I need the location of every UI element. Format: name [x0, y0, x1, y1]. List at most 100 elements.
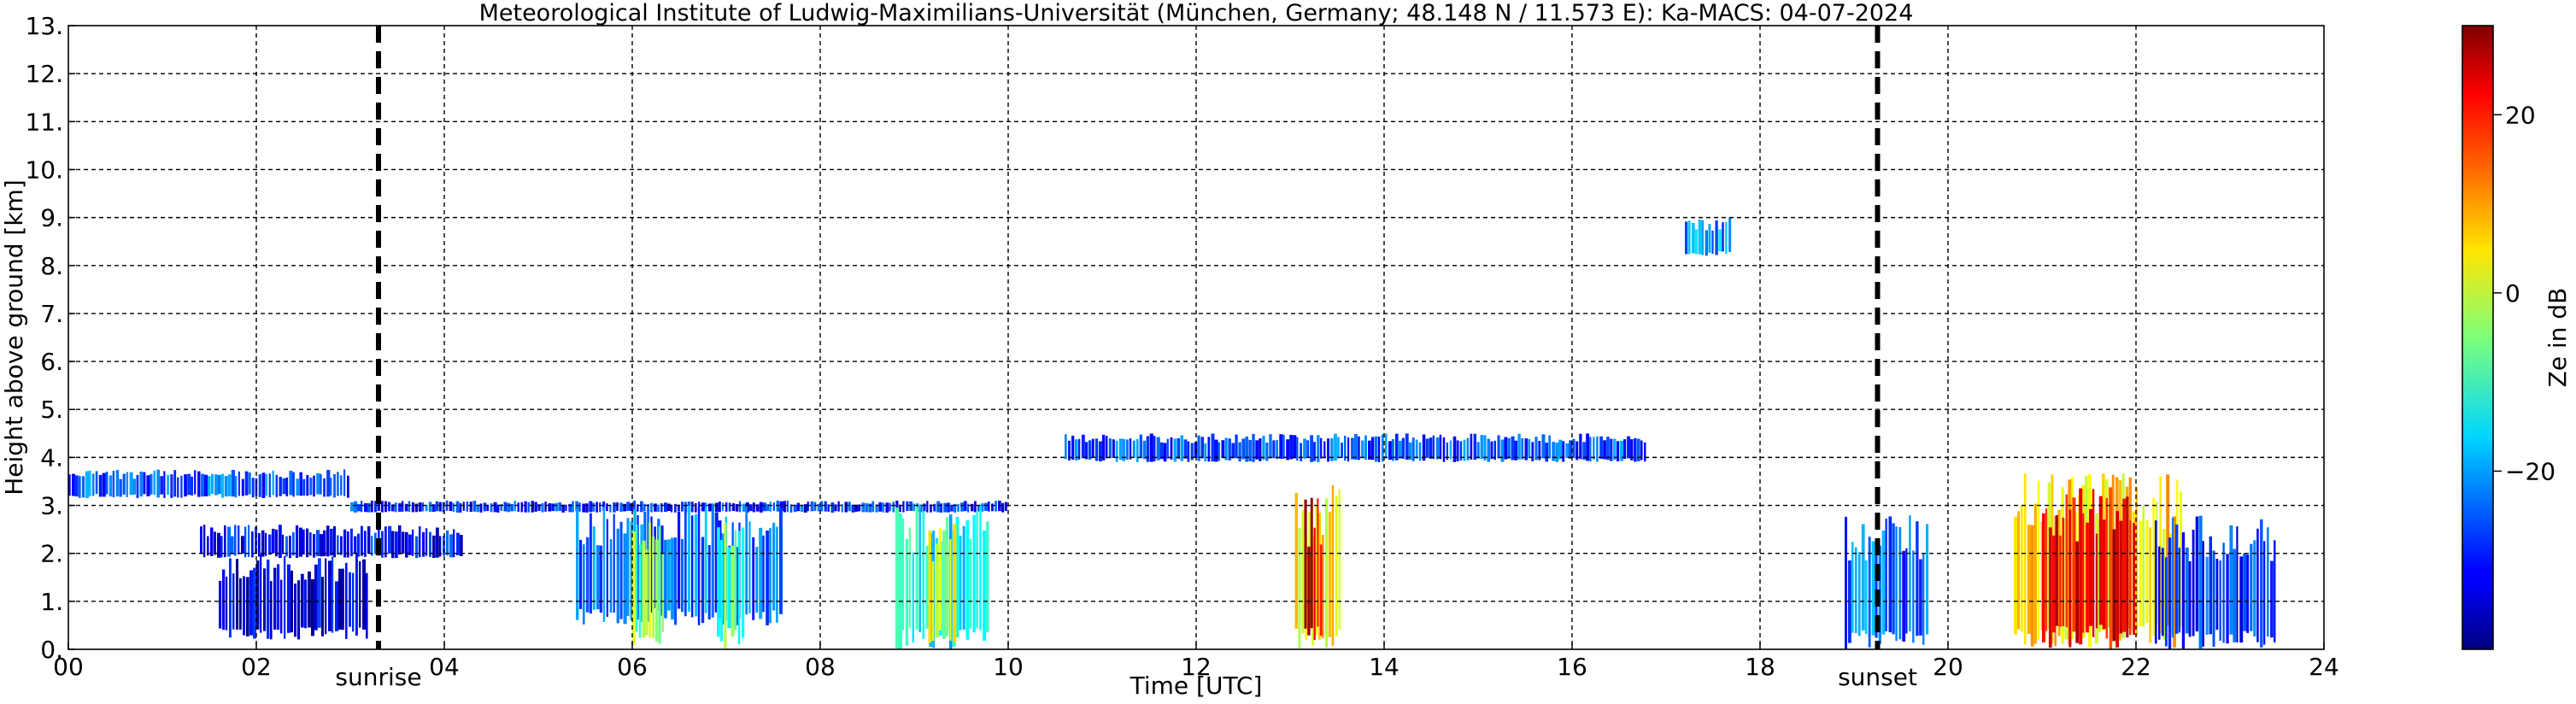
- echo-cell: [227, 526, 232, 557]
- echo-cell: [1848, 560, 1851, 643]
- echo-cell: [380, 501, 384, 513]
- echo-cell: [75, 475, 79, 497]
- echo-cell: [697, 507, 701, 625]
- echo-cell: [330, 528, 333, 556]
- echo-cell: [1304, 499, 1307, 629]
- echo-cell: [950, 504, 954, 512]
- echo-cell: [959, 536, 962, 631]
- echo-cell: [297, 580, 301, 640]
- y-tick-label: 10.: [25, 155, 63, 184]
- x-tick-label: 14: [1369, 653, 1399, 681]
- x-tick-label: 04: [429, 653, 460, 681]
- echo-cell: [957, 503, 959, 512]
- echo-cell: [1401, 437, 1405, 459]
- echo-cell: [704, 502, 707, 511]
- echo-cell: [1190, 443, 1194, 461]
- echo-cell: [227, 474, 232, 496]
- echo-cell: [1252, 434, 1255, 462]
- y-tick-label: 1.: [40, 588, 63, 616]
- echo-cell: [486, 504, 490, 512]
- echo-cell: [338, 568, 342, 630]
- x-tick-label: 06: [617, 653, 648, 681]
- echo-cell: [431, 504, 436, 513]
- echo-cell: [1364, 435, 1367, 461]
- x-tick-label: 00: [53, 653, 84, 681]
- echo-cell: [531, 501, 534, 513]
- echo-cell: [2079, 488, 2083, 645]
- echo-cell: [2158, 546, 2161, 640]
- echo-cell: [861, 502, 865, 513]
- echo-cell: [446, 530, 449, 555]
- echo-cell: [572, 501, 574, 513]
- echo-cell: [347, 475, 349, 498]
- echo-cell: [251, 531, 254, 558]
- echo-cell: [1344, 436, 1347, 461]
- echo-cell: [609, 539, 613, 613]
- echo-cell: [1715, 220, 1718, 255]
- echo-cell: [1303, 438, 1306, 459]
- echo-cell: [68, 474, 71, 496]
- echo-cell: [671, 537, 674, 620]
- echo-cell: [436, 527, 439, 558]
- echo-cell: [793, 504, 797, 513]
- echo-cell: [160, 476, 164, 495]
- echo-cell: [1361, 440, 1364, 459]
- echo-cell: [871, 501, 875, 513]
- echo-cell: [1589, 437, 1592, 462]
- echo-cell: [2263, 541, 2266, 645]
- echo-cell: [1078, 438, 1081, 460]
- echo-cell: [1429, 437, 1433, 459]
- echo-cell: [592, 526, 596, 610]
- echo-cell: [1718, 229, 1722, 252]
- echo-region: [68, 469, 349, 498]
- echo-cell: [361, 501, 363, 513]
- echo-cell: [2020, 505, 2023, 632]
- echo-cell: [630, 503, 633, 511]
- echo-cell: [813, 502, 817, 512]
- echo-cell: [667, 539, 671, 611]
- echo-cell: [596, 502, 598, 513]
- echo-cell: [414, 503, 418, 513]
- echo-cell: [261, 472, 266, 498]
- echo-cell: [955, 517, 959, 638]
- echo-cell: [1398, 440, 1402, 459]
- echo-cell: [892, 502, 895, 513]
- echo-cell: [1338, 489, 1341, 630]
- echo-cell: [405, 531, 408, 558]
- echo-cell: [1084, 442, 1088, 460]
- echo-cell: [2048, 527, 2052, 648]
- echo-cell: [1153, 436, 1156, 461]
- echo-cell: [609, 504, 612, 513]
- y-tick-label: 7.: [40, 300, 63, 328]
- echo-cell: [2270, 560, 2274, 638]
- echo-cell: [412, 529, 414, 556]
- echo-cell: [1586, 433, 1590, 461]
- echo-cell: [589, 501, 593, 513]
- echo-cell: [579, 539, 583, 609]
- echo-cell: [2202, 541, 2204, 647]
- echo-cell: [1001, 502, 1005, 513]
- echo-cell: [943, 502, 948, 513]
- echo-cell: [741, 527, 745, 638]
- echo-cell: [1075, 439, 1078, 461]
- echo-cell: [85, 471, 89, 498]
- echo-cell: [878, 502, 883, 512]
- echo-cell: [803, 504, 807, 513]
- echo-cell: [976, 510, 978, 629]
- echo-cell: [674, 503, 677, 513]
- echo-cell: [671, 504, 673, 513]
- echo-cell: [2095, 533, 2098, 629]
- echo-cell: [527, 502, 530, 513]
- echo-cell: [1276, 440, 1278, 460]
- echo-cell: [306, 475, 309, 496]
- echo-cell: [779, 507, 783, 614]
- echo-cell: [302, 478, 306, 496]
- echo-cell: [2065, 494, 2068, 628]
- echo-cell: [783, 501, 786, 513]
- echo-cell: [1483, 435, 1487, 461]
- echo-cell: [1548, 435, 1551, 459]
- echo-cell: [946, 545, 949, 630]
- echo-cell: [1370, 437, 1375, 461]
- echo-cell: [901, 518, 905, 631]
- echo-cell: [425, 528, 428, 556]
